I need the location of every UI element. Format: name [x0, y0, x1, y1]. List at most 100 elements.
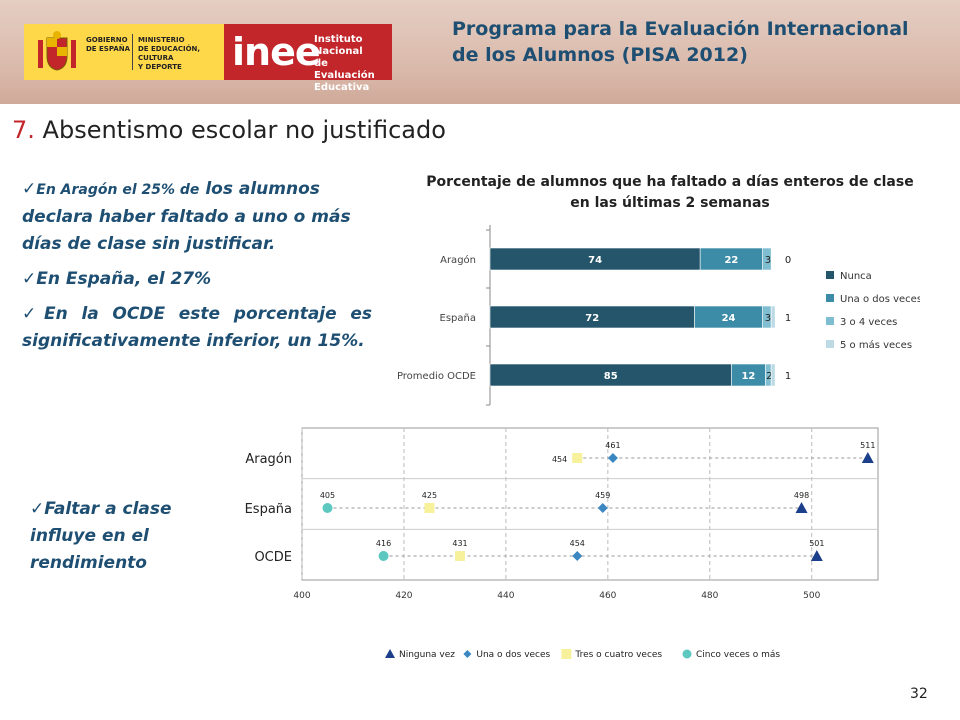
bullet-list: ✓En Aragón el 25% de los alumnos declara…	[22, 176, 372, 363]
dot-plot-area	[301, 427, 879, 581]
dot-category-label: España	[245, 502, 292, 517]
check-icon: ✓	[22, 304, 45, 324]
dot-value-label: 501	[809, 539, 824, 548]
bar-data-label: 85	[604, 371, 618, 382]
dot-value-label: 511	[860, 441, 875, 450]
check-icon: ✓	[30, 499, 45, 519]
dot-marker	[607, 453, 618, 463]
bar-segment	[770, 363, 776, 387]
dot-marker	[572, 551, 583, 561]
bar-category-label: Promedio OCDE	[397, 371, 476, 382]
bar-data-label: 22	[724, 255, 738, 266]
dot-marker	[424, 503, 435, 513]
bullet-rendimiento-text: Faltar a clase influye en el rendimiento	[30, 499, 172, 573]
dot-tick-label: 420	[395, 591, 412, 601]
legend-label: Nunca	[840, 271, 872, 282]
legend-swatch	[826, 340, 834, 348]
gov-line-1: GOBIERNO	[86, 36, 128, 44]
bar-data-label: 3	[765, 255, 771, 266]
legend-swatch	[826, 271, 834, 279]
bullet-ocde: ✓En la OCDE este porcentaje es significa…	[22, 301, 372, 355]
dot-tick-label: 440	[497, 591, 514, 601]
dot-value-label: 405	[320, 491, 335, 500]
bar-data-label: 74	[588, 255, 602, 266]
dot-marker	[795, 502, 808, 513]
bar-segment	[770, 305, 776, 329]
check-icon: ✓	[22, 179, 37, 199]
check-icon: ✓	[22, 269, 37, 289]
dot-legend-label: Tres o cuatro veces	[574, 650, 662, 660]
page-number: 32	[910, 686, 928, 702]
ministry-line-1: MINISTERIO	[138, 36, 185, 44]
bar-data-label: 24	[722, 313, 736, 324]
ministry-label: MINISTERIO DE EDUCACIÓN, CULTURA Y DEPOR…	[138, 36, 224, 72]
inee-line-2: de Evaluación	[314, 58, 375, 81]
performance-dot-chart: 400 420 440 460 480 500 Aragón 511 461 454 España 4…	[245, 427, 879, 660]
dot-marker	[322, 503, 333, 513]
dot-legend-label: Una o dos veces	[476, 650, 550, 660]
bullet-aragon: ✓En Aragón el 25% de los alumnos declara…	[22, 176, 372, 258]
dot-legend-marker	[463, 650, 472, 658]
bar-data-label: 72	[585, 313, 599, 324]
dot-value-label: 498	[794, 491, 809, 500]
ministry-line-2: DE EDUCACIÓN, CULTURA	[138, 45, 201, 62]
section-title: 7. Absentismo escolar no justificado	[12, 116, 446, 144]
dot-legend-marker	[682, 649, 692, 659]
bar-data-label: 1	[785, 371, 791, 382]
absence-bar-chart: Aragón 74 22 3 0 España 72 24 3 1 Promedio OCDE 85 1…	[397, 225, 920, 406]
dot-value-label: 454	[570, 539, 585, 548]
dot-tick-label: 400	[293, 591, 310, 601]
legend-swatch	[826, 317, 834, 325]
legend-label: 5 o más veces	[840, 339, 912, 351]
legend-label: 3 o 4 veces	[840, 317, 897, 328]
bar-data-label: 0	[785, 255, 791, 266]
inee-line-3: Educativa	[314, 82, 370, 93]
dot-tick-label: 500	[803, 591, 820, 601]
bar-chart-title: Porcentaje de alumnos que ha faltado a d…	[426, 174, 914, 211]
dot-value-label: 416	[376, 539, 391, 548]
coat-of-arms-icon	[38, 31, 76, 71]
legend-label: Una o dos veces	[840, 294, 920, 305]
inee-label: Instituto Nacional de Evaluación Educati…	[314, 34, 392, 94]
bullet-rendimiento: ✓Faltar a clase influye en el rendimient…	[30, 496, 200, 577]
inee-logo-block: inee Instituto Nacional de Evaluación Ed…	[224, 24, 392, 93]
dot-value-label: 454	[552, 455, 567, 464]
dot-tick-label: 480	[701, 591, 718, 601]
dot-marker	[810, 550, 823, 561]
bullet-ocde-text: En la OCDE este porcentaje es significat…	[22, 304, 373, 351]
ministry-line-3: Y DEPORTE	[138, 63, 182, 71]
gov-line-2: DE ESPAÑA	[86, 45, 131, 53]
dot-marker	[597, 503, 608, 513]
program-title: Programa para la Evaluación Internaciona…	[452, 18, 909, 66]
bullet-espana: ✓En España, el 27%	[22, 266, 372, 293]
dot-marker	[455, 551, 466, 561]
inee-line-1: Instituto Nacional	[314, 34, 363, 57]
dot-legend-label: Ninguna vez	[399, 650, 455, 660]
dot-value-label: 459	[595, 491, 610, 500]
legend-swatch	[826, 294, 834, 302]
dot-marker	[861, 452, 874, 463]
bar-data-label: 3	[765, 313, 771, 324]
divider	[132, 34, 133, 70]
dot-legend-marker	[385, 649, 395, 658]
logo-strip: GOBIERNO DE ESPAÑA MINISTERIO DE EDUCACI…	[24, 24, 392, 93]
dot-value-label: 425	[422, 491, 437, 500]
bullet-aragon-small: En Aragón el 25% de	[36, 182, 200, 198]
header-banner: GOBIERNO DE ESPAÑA MINISTERIO DE EDUCACI…	[0, 0, 960, 104]
bar-data-label: 12	[741, 371, 755, 382]
dot-value-label: 431	[452, 539, 467, 548]
dot-marker	[378, 551, 389, 561]
bullet-espana-text: En España, el 27%	[36, 269, 212, 289]
gov-label: GOBIERNO DE ESPAÑA	[86, 36, 130, 54]
bullet-aragon-rest: los alumnos declara haber faltado a uno …	[22, 179, 351, 254]
bar-segment	[762, 247, 772, 271]
government-logo: GOBIERNO DE ESPAÑA MINISTERIO DE EDUCACI…	[24, 24, 224, 80]
dot-value-label: 461	[605, 441, 620, 450]
dot-legend-label: Cinco veces o más	[696, 650, 780, 660]
dot-category-label: Aragón	[245, 452, 292, 467]
section-number: 7.	[12, 116, 35, 144]
dot-category-label: OCDE	[254, 550, 292, 565]
dot-tick-label: 460	[599, 591, 616, 601]
bar-data-label: 2	[766, 371, 772, 382]
dot-legend-marker	[561, 649, 572, 659]
